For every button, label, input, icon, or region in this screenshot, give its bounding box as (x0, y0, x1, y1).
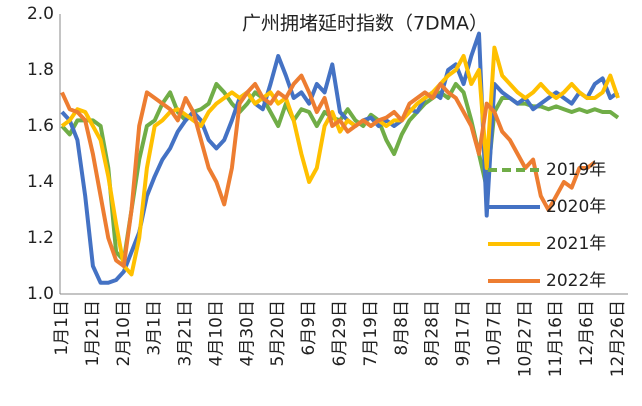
y-tick-label: 1.2 (27, 228, 54, 248)
x-tick-label: 10月27日 (515, 300, 535, 377)
y-tick-label: 1.0 (27, 284, 54, 304)
x-tick-label: 4月30日 (237, 300, 257, 366)
x-tick-label: 8月8日 (392, 300, 412, 356)
x-tick-label: 10月7日 (484, 300, 504, 366)
x-tick-label: 5月20日 (268, 300, 288, 366)
series-line (60, 73, 596, 268)
x-tick-label: 1月1日 (52, 300, 72, 356)
y-tick-label: 1.4 (27, 172, 54, 192)
x-tick-label: 8月28日 (423, 300, 443, 366)
x-tick-label: 3月1日 (145, 300, 165, 356)
x-tick-label: 9月17日 (454, 300, 474, 366)
x-tick-label: 3月21日 (176, 300, 196, 366)
x-tick-label: 1月21日 (83, 300, 103, 366)
x-tick-label: 6月29日 (330, 300, 350, 366)
legend-label: 2022年 (546, 271, 606, 291)
y-tick-label: 1.8 (27, 60, 54, 80)
legend-label: 2021年 (546, 234, 606, 254)
y-tick-label: 2.0 (27, 4, 54, 24)
x-tick-label: 4月10日 (206, 300, 226, 366)
series-line (60, 45, 620, 277)
x-tick-label: 2月10日 (114, 300, 134, 366)
x-tick-label: 6月9日 (299, 300, 319, 356)
x-tick-label: 7月19日 (361, 300, 381, 366)
legend-label: 2019年 (546, 160, 606, 180)
y-tick-label: 1.6 (27, 116, 54, 136)
x-tick-label: 12月6日 (577, 300, 597, 366)
chart-title: 广州拥堵延时指数（7DMA） (242, 13, 488, 35)
x-tick-label: 11月16日 (546, 300, 566, 377)
x-tick-label: 12月26日 (608, 300, 628, 377)
legend-label: 2020年 (546, 197, 606, 217)
